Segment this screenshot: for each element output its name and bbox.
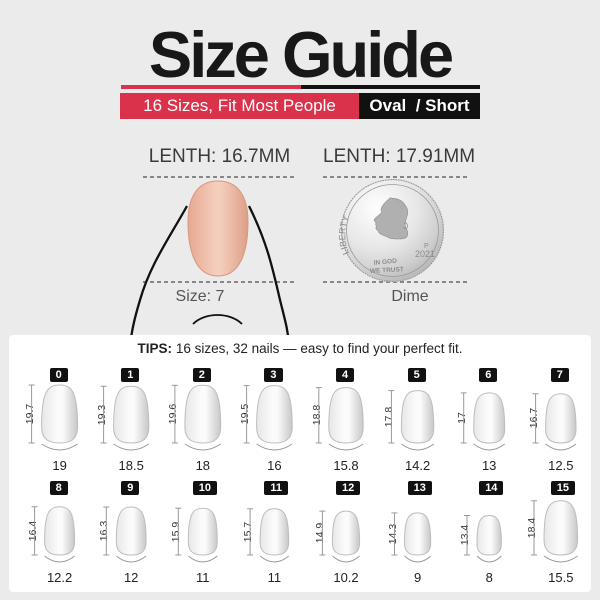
- svg-text:2021: 2021: [415, 249, 435, 259]
- svg-text:P: P: [424, 243, 429, 250]
